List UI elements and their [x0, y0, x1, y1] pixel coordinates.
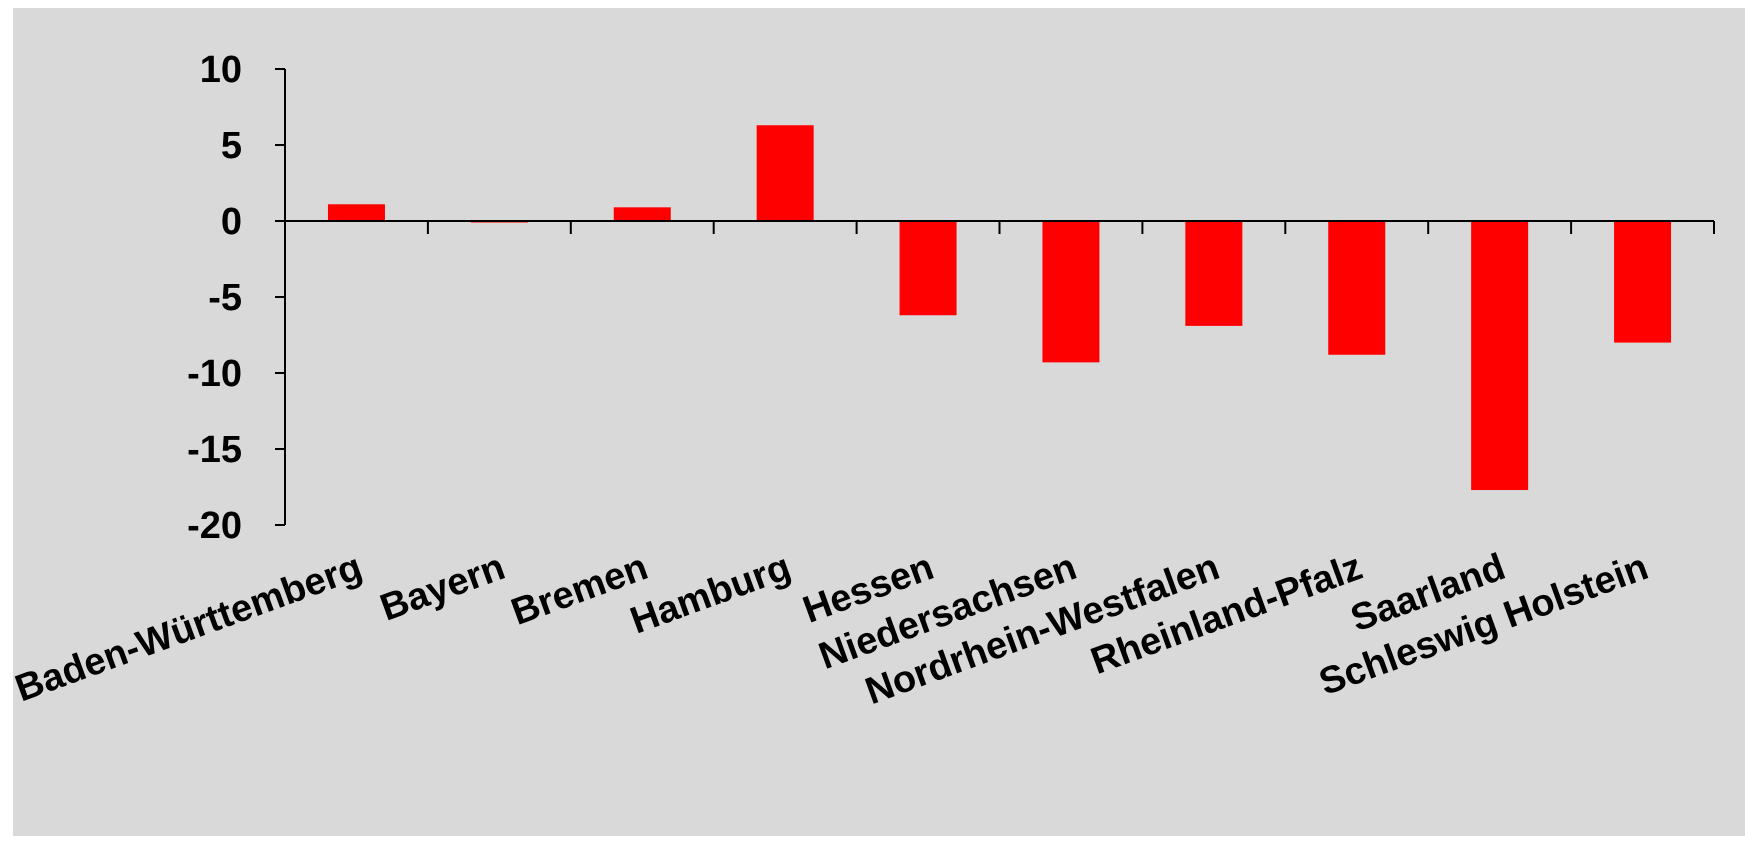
- bar-saarland: [1471, 221, 1529, 491]
- bar-niedersachsen: [1042, 221, 1100, 363]
- x-ticks-group: [426, 221, 1715, 234]
- bar-schleswig-holstein: [1614, 221, 1672, 343]
- bar-rheinland-pfalz: [1328, 221, 1386, 355]
- y-tick-label: -15: [187, 429, 242, 471]
- y-tick-label: -20: [187, 505, 242, 547]
- y-tick-label: -10: [187, 353, 242, 395]
- y-tick-label: 5: [221, 125, 242, 167]
- bar-hessen: [899, 221, 957, 316]
- bar-bremen: [613, 207, 671, 221]
- category-label: Bayern: [375, 546, 510, 630]
- bar-hamburg: [756, 125, 814, 221]
- chart-area: [13, 8, 1745, 836]
- y-tick-label: -5: [208, 277, 242, 319]
- y-tick-label: 10: [200, 49, 242, 91]
- y-tick-label: 0: [221, 201, 242, 243]
- category-label: Baden-Württemberg: [10, 546, 368, 710]
- category-label: Hamburg: [625, 546, 796, 643]
- bar-baden-w-rttemberg: [327, 204, 385, 221]
- y-ticks-group: 10 5 0 -5 -10 -15 -20: [187, 49, 285, 547]
- bars-group: [327, 125, 1672, 491]
- bar-nordrhein-westfalen: [1185, 221, 1243, 326]
